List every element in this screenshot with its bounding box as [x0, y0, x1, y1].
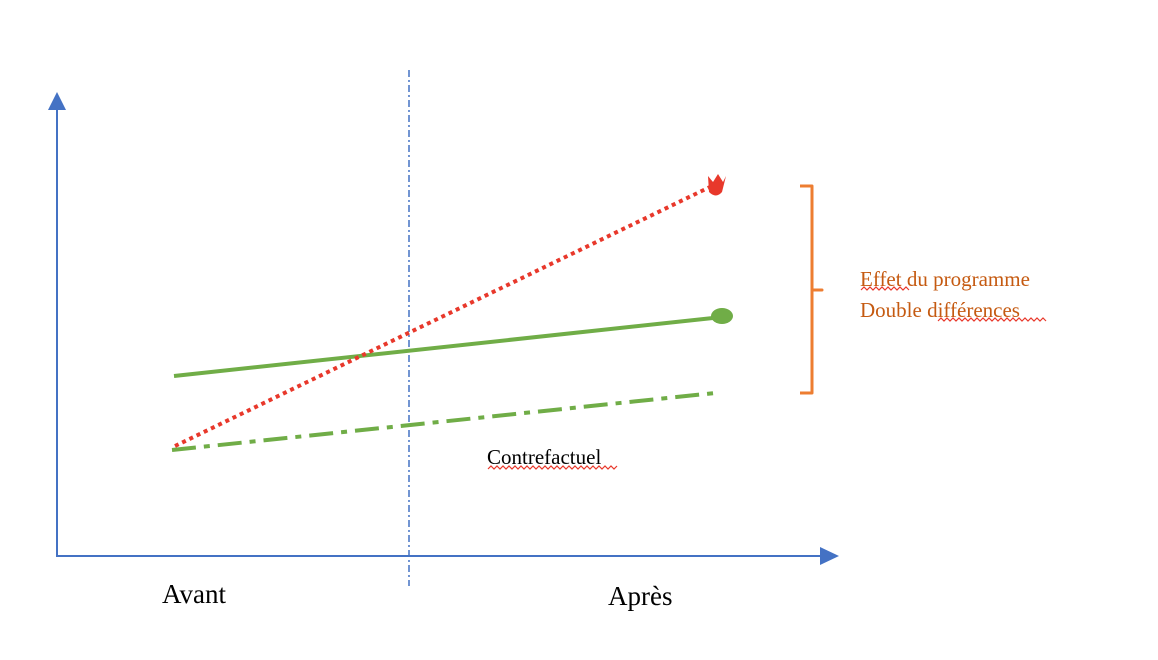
counterfactual-label: Contrefactuel [487, 445, 601, 469]
spellcheck-squiggle-contrefactuel [487, 465, 618, 470]
effect-label-line2: Double différences [860, 298, 1020, 322]
x-axis-arrow-icon [820, 547, 839, 565]
effect-brace [800, 184, 824, 395]
counterfactual-line [171, 391, 716, 452]
treated-endpoint [708, 174, 726, 196]
period-before-label: Avant [162, 579, 226, 609]
comparison-line [173, 316, 714, 378]
treated-line [174, 184, 713, 448]
spellcheck-squiggle-effet [860, 286, 910, 291]
effect-label-line1: Effet du programme [860, 267, 1030, 291]
period-after-label: Après [608, 581, 672, 611]
y-axis-arrow-icon [48, 92, 66, 110]
spellcheck-squiggle-differences [937, 317, 1047, 322]
comparison-endpoint [711, 308, 733, 324]
